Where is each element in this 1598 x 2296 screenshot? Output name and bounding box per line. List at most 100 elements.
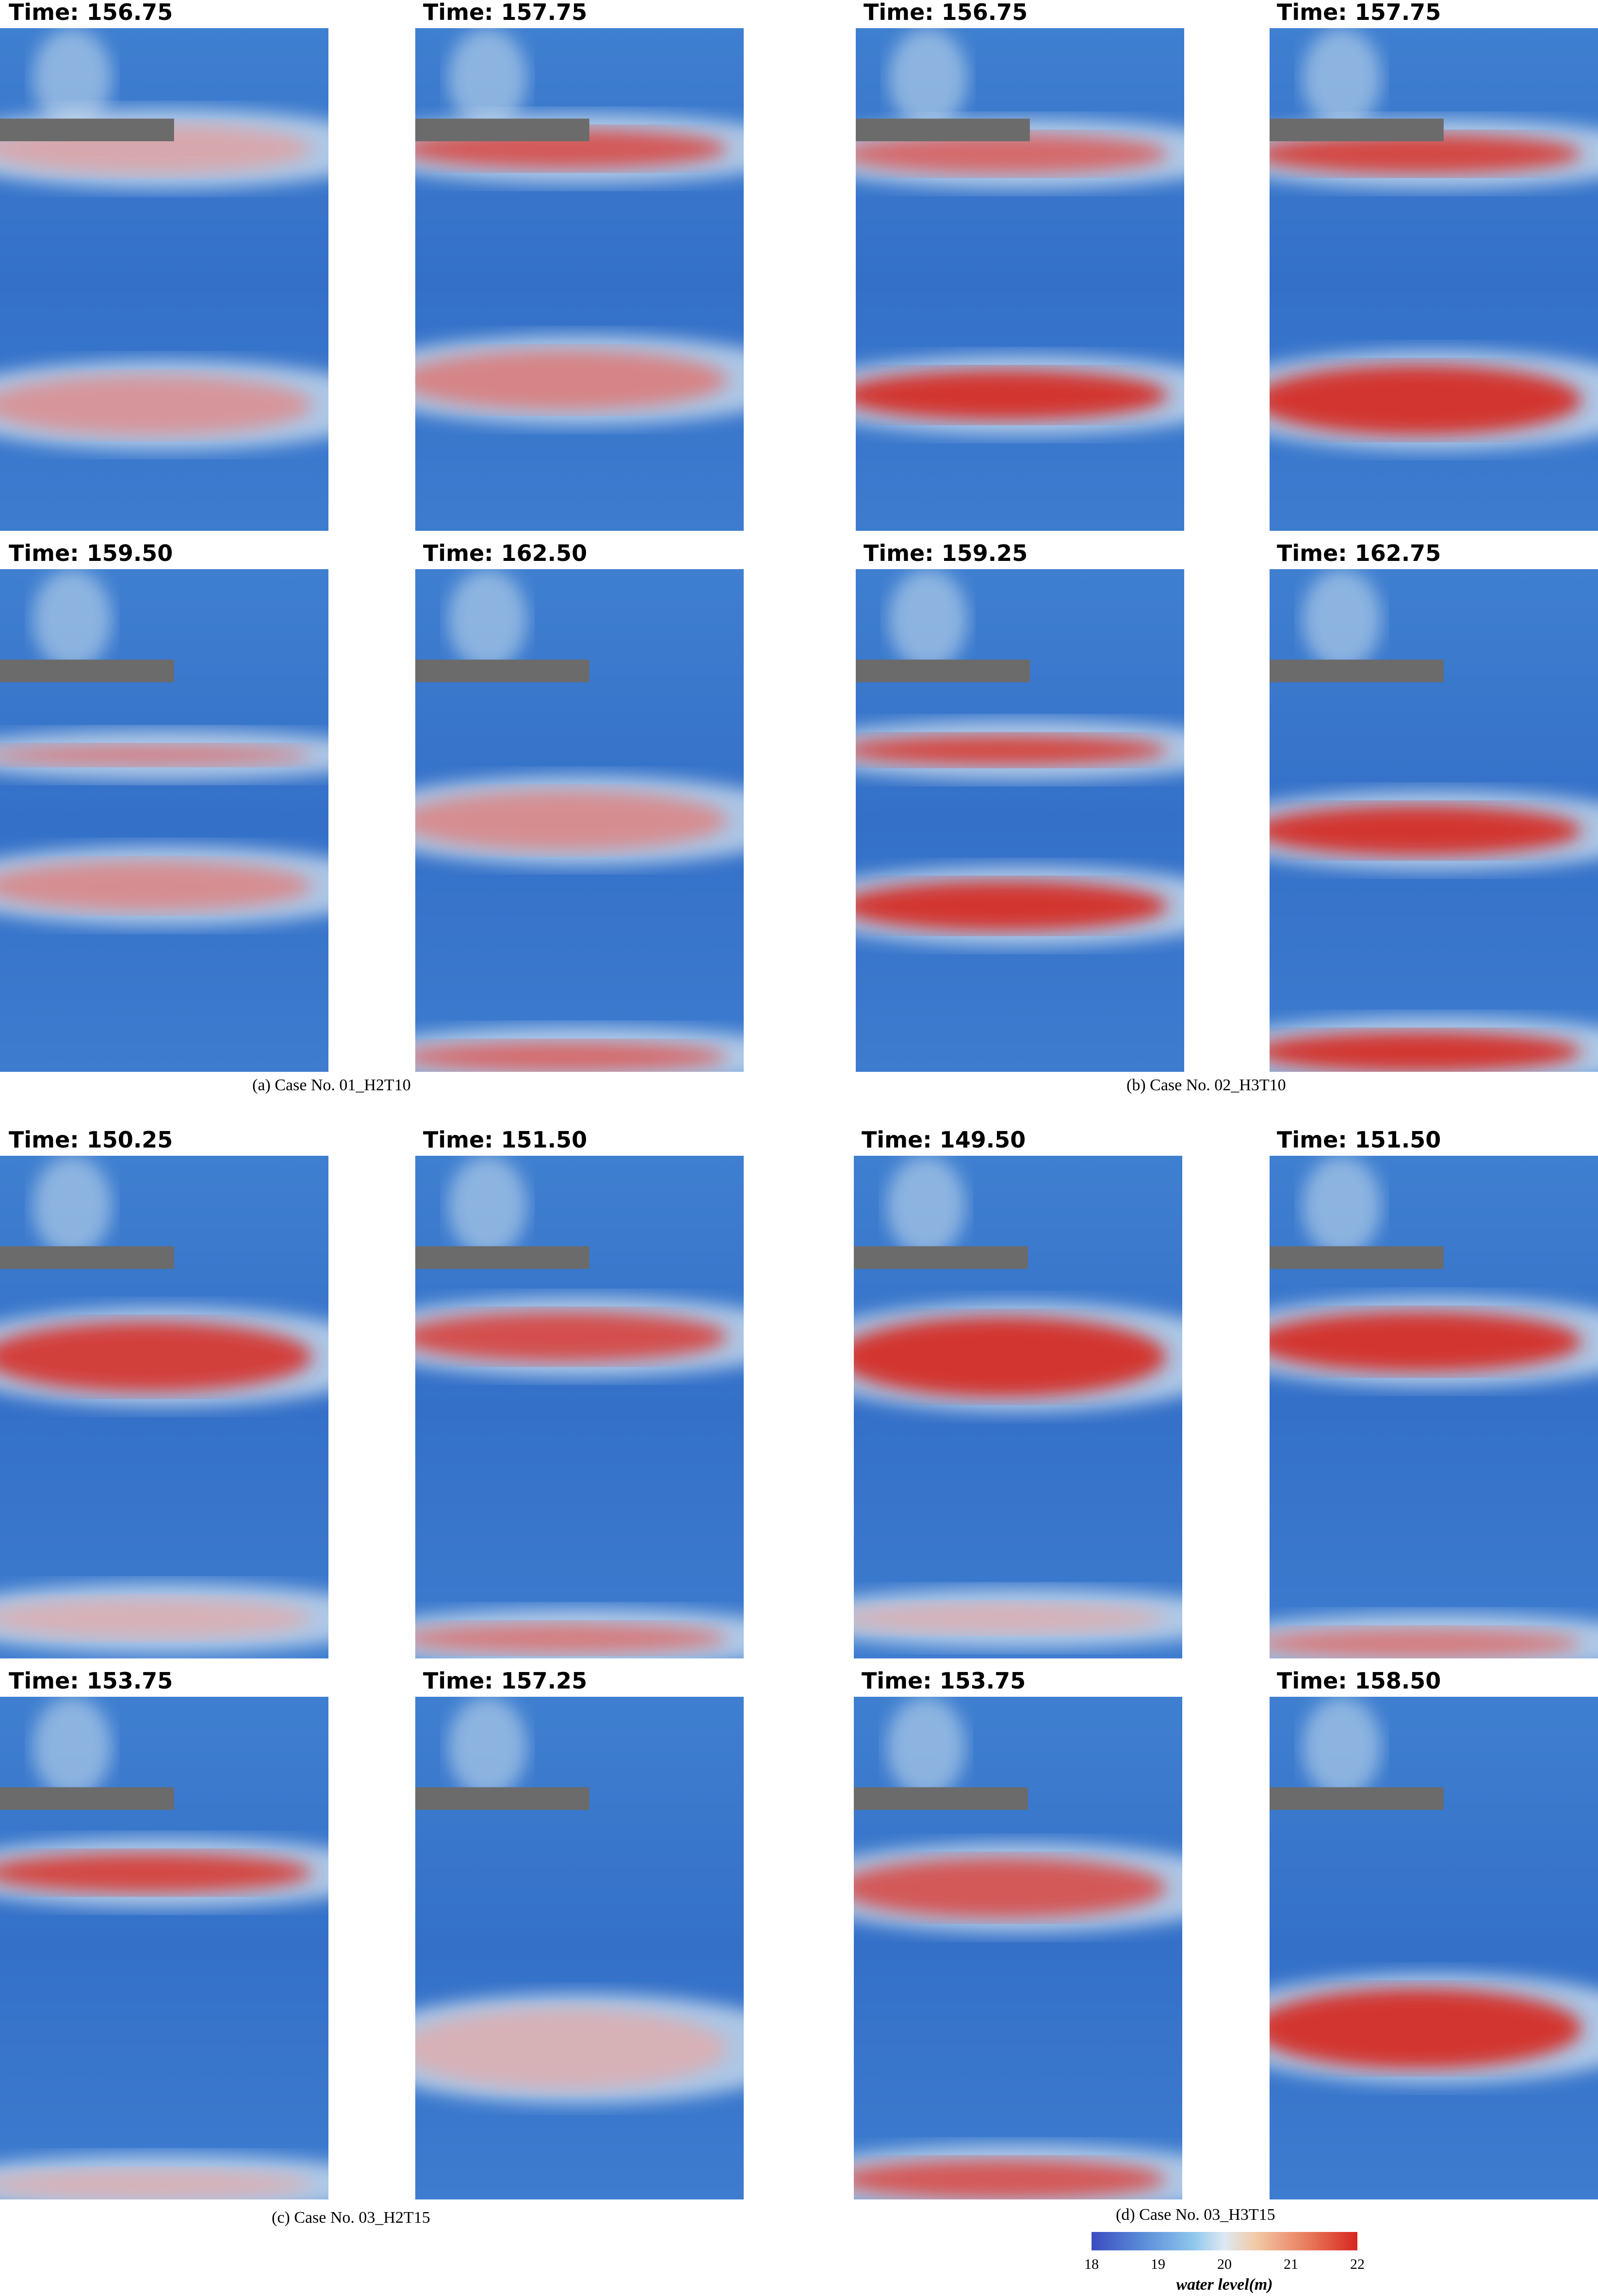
spray-plume [33,28,112,129]
wave-crest-band [856,881,1168,931]
simulation-panel-b1 [856,28,1184,531]
breakwater-structure [1270,659,1444,683]
spray-plume [888,569,968,670]
time-label-a2: Time: 157.75 [423,0,587,25]
simulation-panel-c2 [415,1156,744,1658]
breakwater-structure [415,118,589,142]
wave-crest-band [0,1598,312,1639]
time-label-c4: Time: 157.25 [423,1668,587,1694]
caption-b: (b) Case No. 02_H3T10 [1126,1076,1286,1094]
time-label-a1: Time: 156.75 [9,0,173,25]
wave-crest-band [0,860,312,911]
simulation-panel-c3 [0,1697,328,2199]
time-label-c3: Time: 153.75 [9,1668,173,1694]
simulation-panel-d1 [854,1156,1182,1658]
wave-crest-band [1270,1628,1582,1658]
wave-crest-band [0,375,312,436]
wave-crest-band [0,1321,312,1392]
time-label-d3: Time: 153.75 [862,1668,1026,1694]
spray-plume [886,1697,966,1798]
wave-crest-band [854,1316,1166,1397]
wave-crest-band [415,1312,728,1362]
simulation-panel-b3 [856,569,1184,1072]
wave-crest-band [0,745,312,766]
spray-plume [448,569,527,670]
simulation-panel-b2 [1270,28,1598,531]
breakwater-structure [856,659,1030,683]
wave-crest-band [0,1853,312,1893]
caption-a: (a) Case No. 01_H2T10 [252,1076,411,1094]
colorbar-tick-19: 19 [1151,2256,1165,2272]
spray-plume [33,1156,112,1257]
spray-plume [886,1156,966,1257]
wave-crest-band [856,133,1168,174]
colorbar-title: water level(m) [1176,2276,1273,2294]
spray-plume [1302,1697,1382,1798]
spray-plume [33,1697,112,1798]
caption-d: (d) Case No. 03_H3T15 [1116,2206,1275,2224]
wave-crest-band [854,1603,1166,1634]
wave-crest-band [1270,1032,1582,1072]
wave-crest-band [0,2169,312,2199]
time-label-c1: Time: 150.25 [9,1127,173,1153]
simulation-panel-c4 [415,1697,744,2199]
time-label-b3: Time: 159.25 [864,540,1028,566]
time-label-d1: Time: 149.50 [862,1127,1026,1153]
breakwater-structure [854,1787,1028,1810]
breakwater-structure [1270,118,1444,142]
breakwater-structure [415,1246,589,1269]
spray-plume [448,1156,527,1257]
time-label-d2: Time: 151.50 [1277,1127,1441,1153]
breakwater-structure [856,118,1030,142]
spray-plume [1302,28,1382,129]
wave-crest-band [856,370,1168,421]
spray-plume [1302,1156,1382,1257]
time-label-d4: Time: 158.50 [1277,1668,1441,1694]
simulation-panel-a3 [0,569,328,1072]
colorbar-tick-22: 22 [1350,2256,1365,2272]
wave-crest-band [1270,1988,1582,2069]
simulation-panel-c1 [0,1156,328,1658]
simulation-panel-a1 [0,28,328,531]
spray-plume [448,28,527,129]
wave-crest-band [1270,805,1582,856]
breakwater-structure [415,1787,589,1810]
wave-crest-band [415,1041,728,1072]
wave-crest-band [415,790,728,851]
spray-plume [1302,569,1382,670]
simulation-panel-b4 [1270,569,1598,1072]
colorbar-tick-20: 20 [1217,2256,1232,2272]
water-level-colorbar [1092,2232,1357,2250]
wave-crest-band [415,1623,728,1654]
colorbar-tick-21: 21 [1284,2256,1298,2272]
breakwater-structure [0,118,174,142]
time-label-a4: Time: 162.50 [423,540,587,566]
time-label-b1: Time: 156.75 [864,0,1028,25]
simulation-panel-a2 [415,28,744,531]
colorbar-tick-18: 18 [1084,2256,1099,2272]
wave-crest-band [854,1857,1166,1918]
time-label-a3: Time: 159.50 [9,540,173,566]
wave-crest-band [415,350,728,410]
breakwater-structure [1270,1787,1444,1810]
simulation-panel-d4 [1270,1697,1598,2199]
simulation-panel-d3 [854,1697,1182,2199]
time-label-b2: Time: 157.75 [1277,0,1441,25]
simulation-panel-a4 [415,569,744,1072]
wave-crest-band [1270,133,1582,174]
breakwater-structure [0,659,174,683]
wave-crest-band [1270,365,1582,436]
caption-c: (c) Case No. 03_H2T15 [272,2209,430,2227]
breakwater-structure [0,1787,174,1810]
simulation-panel-d2 [1270,1156,1598,1658]
spray-plume [448,1697,527,1798]
breakwater-structure [1270,1246,1444,1269]
time-label-c2: Time: 151.50 [423,1127,587,1153]
time-label-b4: Time: 162.75 [1277,540,1441,566]
wave-crest-band [415,2008,728,2089]
breakwater-structure [854,1246,1028,1269]
spray-plume [33,569,112,670]
wave-crest-band [856,735,1168,766]
wave-crest-band [854,2159,1166,2199]
spray-plume [888,28,968,129]
